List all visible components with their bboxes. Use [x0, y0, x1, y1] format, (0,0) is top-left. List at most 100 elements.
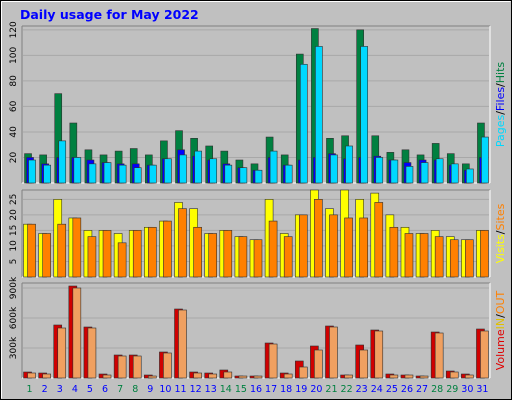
bar	[178, 208, 187, 278]
legend-separator: /	[494, 111, 507, 115]
bar	[148, 375, 157, 379]
x-tick-label: 16	[250, 384, 262, 395]
legend-separator: /	[494, 230, 507, 234]
y-tick-label: 20	[9, 151, 19, 163]
bar	[389, 374, 399, 379]
x-tick-label: 15	[235, 384, 247, 395]
x-tick-label: 29	[446, 384, 458, 395]
bar	[209, 158, 218, 184]
bar	[148, 226, 157, 278]
legend-separator: /	[494, 83, 507, 87]
bar	[359, 349, 368, 379]
x-tick-label: 26	[401, 384, 413, 395]
y-tick-label: 5	[9, 259, 19, 265]
bar	[118, 164, 127, 184]
bar	[360, 46, 368, 184]
bar	[163, 352, 172, 379]
x-tick-label: 13	[205, 384, 217, 395]
x-tick-label: 1	[27, 384, 33, 395]
x-tick-label: 31	[476, 384, 488, 395]
bar	[102, 374, 112, 379]
bar	[42, 373, 51, 379]
bar	[404, 233, 414, 278]
bar	[28, 159, 36, 184]
bar	[449, 239, 459, 278]
bar	[299, 63, 308, 184]
legend-entry: Files	[494, 87, 507, 111]
x-tick-label: 2	[42, 384, 48, 395]
x-tick-label: 24	[371, 384, 383, 395]
x-tick-label: 12	[190, 384, 202, 395]
x-tick-label: 11	[174, 384, 186, 395]
bar	[43, 164, 51, 184]
bar	[420, 162, 429, 184]
bar	[329, 326, 338, 379]
bar	[390, 159, 399, 184]
bar	[133, 167, 142, 184]
bar	[102, 230, 112, 278]
bar	[389, 226, 399, 278]
bar	[132, 230, 142, 278]
x-tick-label: 10	[159, 384, 171, 395]
bar	[480, 230, 489, 278]
bar	[450, 163, 459, 184]
legend: VolumeIN/OUT	[494, 290, 507, 370]
bar	[164, 158, 172, 184]
x-tick-label: 14	[220, 384, 232, 395]
bar	[434, 332, 444, 379]
bar	[57, 327, 67, 379]
bar	[374, 330, 384, 379]
bar	[404, 374, 414, 379]
bar	[345, 145, 353, 184]
bar	[103, 162, 112, 184]
x-tick-label: 23	[356, 384, 368, 395]
bar	[449, 371, 459, 379]
bar	[194, 150, 202, 184]
y-tick-label: 60	[9, 100, 19, 112]
bar	[435, 158, 444, 184]
bar	[179, 154, 187, 184]
bar	[253, 375, 263, 379]
bar	[223, 371, 233, 379]
bar	[117, 355, 127, 379]
x-tick-label: 5	[87, 384, 93, 395]
x-tick-label: 21	[325, 384, 337, 395]
bar	[359, 217, 368, 278]
y-tick-label: 900k	[9, 276, 19, 299]
x-tick-label: 18	[280, 384, 292, 395]
bar	[87, 236, 97, 278]
bar	[283, 373, 293, 379]
bar	[419, 233, 429, 278]
y-tick-label: 100	[9, 46, 19, 63]
bar	[254, 169, 263, 184]
bar	[224, 164, 233, 184]
y-tick-label: 15	[9, 225, 19, 236]
bar	[314, 199, 323, 278]
legend-entry: Visits	[494, 234, 507, 263]
legend-entry: Hits	[494, 62, 507, 84]
bar	[283, 236, 293, 278]
y-tick-label: 40	[9, 126, 19, 138]
bar	[268, 220, 278, 278]
bar	[314, 349, 323, 379]
bar	[374, 202, 384, 278]
bar	[57, 223, 67, 278]
bar	[315, 46, 323, 184]
x-tick-label: 4	[72, 384, 78, 395]
bar	[72, 217, 82, 278]
bar	[480, 330, 489, 379]
x-tick-label: 27	[416, 384, 428, 395]
y-tick-label: 10	[9, 240, 19, 252]
x-tick-label: 7	[117, 384, 123, 395]
bar	[405, 166, 414, 184]
bar	[330, 154, 338, 184]
y-tick-label: 20	[9, 209, 19, 221]
bar	[481, 136, 489, 184]
x-tick-label: 30	[461, 384, 473, 395]
x-tick-label: 20	[310, 384, 322, 395]
bar	[298, 366, 308, 379]
bar	[178, 309, 187, 379]
x-tick-label: 9	[147, 384, 153, 395]
y-tick-label: 80	[9, 75, 19, 87]
